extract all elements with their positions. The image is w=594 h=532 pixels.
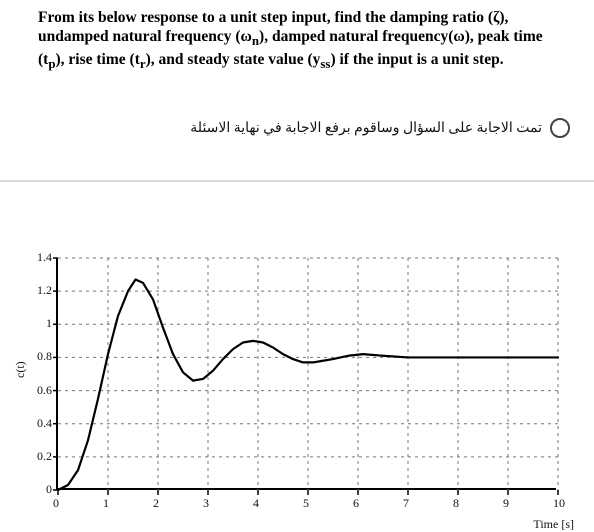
x-tick-label: 9 [503, 496, 509, 511]
plot-area: 01234567891000.20.40.60.811.21.4 [56, 258, 556, 490]
y-tick-label: 0.8 [28, 349, 52, 364]
x-tick-label: 10 [553, 496, 565, 511]
y-tick-label: 0.2 [28, 449, 52, 464]
x-tick-label: 1 [103, 496, 109, 511]
x-tick-label: 3 [203, 496, 209, 511]
x-tick-label: 2 [153, 496, 159, 511]
x-tick-label: 5 [303, 496, 309, 511]
x-tick-label: 0 [53, 496, 59, 511]
y-tick-label: 1.4 [28, 250, 52, 265]
answer-note-text: تمت الاجابة على السؤال وساقوم برفع الاجا… [190, 120, 542, 137]
y-axis-label: c(t) [13, 361, 28, 378]
x-tick-label: 4 [253, 496, 259, 511]
response-chart: c(t) 01234567891000.20.40.60.811.21.4 Ti… [14, 258, 574, 518]
y-tick-label: 0.4 [28, 416, 52, 431]
x-axis-label: Time [s] [533, 517, 574, 532]
answer-note-row: تمت الاجابة على السؤال وساقوم برفع الاجا… [190, 118, 570, 138]
radio-icon[interactable] [550, 118, 570, 138]
section-separator [0, 180, 594, 182]
y-tick-label: 1 [28, 316, 52, 331]
question-text: From its below response to a unit step i… [38, 8, 568, 72]
y-tick-label: 0 [28, 482, 52, 497]
x-tick-label: 7 [403, 496, 409, 511]
x-tick-label: 6 [353, 496, 359, 511]
x-tick-label: 8 [453, 496, 459, 511]
y-tick-label: 1.2 [28, 283, 52, 298]
y-tick-label: 0.6 [28, 383, 52, 398]
plot-svg [58, 258, 558, 490]
